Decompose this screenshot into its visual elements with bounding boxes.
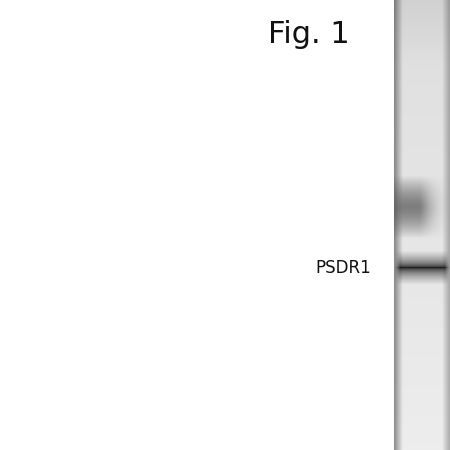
Text: PSDR1: PSDR1 [315,259,371,277]
Text: Fig. 1: Fig. 1 [268,20,350,49]
